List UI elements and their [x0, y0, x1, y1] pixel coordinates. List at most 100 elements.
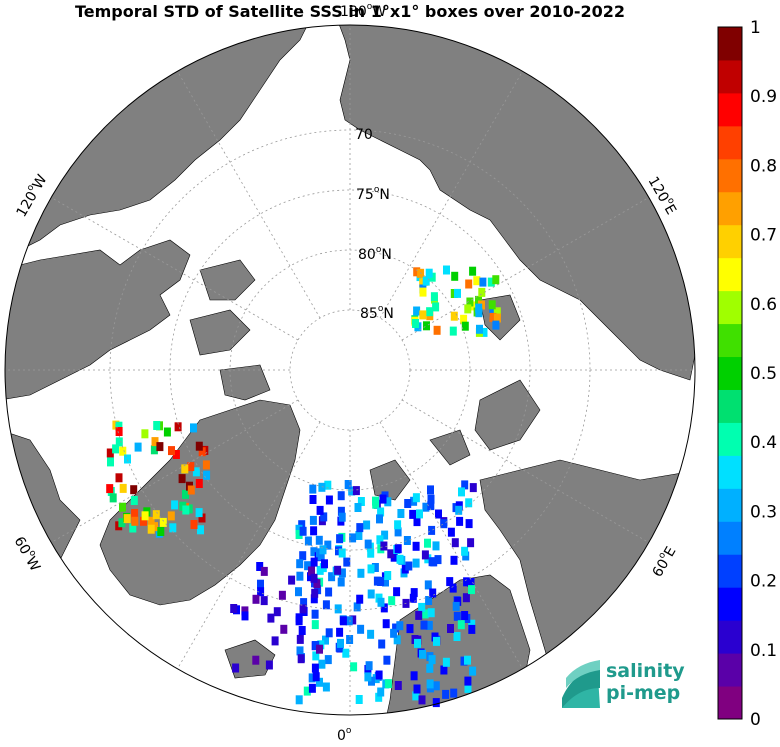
std-box [367, 564, 375, 574]
std-box [428, 557, 436, 567]
std-box [300, 598, 308, 608]
std-box [273, 607, 281, 617]
std-box [352, 486, 360, 496]
lat-label-75: 75oN [356, 185, 390, 203]
std-box [241, 611, 249, 621]
std-box [424, 580, 432, 590]
std-box [343, 557, 351, 567]
std-box [430, 292, 438, 302]
std-box [299, 551, 307, 561]
std-box [141, 429, 149, 439]
std-box [203, 470, 211, 480]
std-box [299, 526, 307, 536]
colorbar-block [718, 323, 742, 358]
std-box [380, 603, 388, 613]
std-box [476, 324, 483, 334]
std-box [462, 593, 470, 603]
std-box [322, 600, 330, 610]
colorbar-tick-label: 1 [750, 18, 761, 38]
std-box [355, 531, 363, 540]
std-box [345, 616, 353, 626]
std-box [267, 613, 275, 623]
std-box [295, 530, 303, 539]
std-box [427, 608, 435, 618]
std-box [296, 571, 304, 581]
std-box [257, 587, 265, 597]
std-box [310, 526, 318, 536]
std-box [440, 519, 448, 529]
colorbar-ticks: 1 0.9 0.8 0.7 0.6 0.5 0.4 0.3 0.2 0.1 0 [750, 18, 777, 730]
colorbar-block [718, 686, 742, 720]
std-box [464, 676, 472, 686]
std-box [475, 303, 483, 313]
std-box [159, 517, 167, 527]
std-box [131, 509, 139, 518]
std-box [124, 454, 131, 464]
std-box [433, 325, 441, 335]
std-box [241, 606, 249, 616]
std-box [423, 321, 430, 331]
lat-label-80: 80oN [358, 245, 392, 263]
std-box [278, 590, 286, 600]
std-box [461, 321, 469, 331]
colorbar-block [718, 27, 742, 61]
std-box [318, 482, 326, 492]
std-box [412, 493, 420, 503]
std-box [171, 500, 179, 510]
std-box [425, 620, 433, 630]
std-box [409, 509, 417, 519]
std-box [337, 491, 345, 501]
std-box [372, 496, 379, 506]
std-box [458, 487, 465, 497]
logo-text-salinity: salinity [606, 660, 685, 682]
std-box [424, 538, 431, 548]
std-box [384, 679, 392, 689]
std-box [364, 539, 372, 549]
std-box [378, 639, 386, 649]
std-box [115, 473, 123, 483]
std-box [413, 267, 421, 277]
std-box [450, 555, 458, 565]
std-box [390, 628, 398, 638]
std-box [181, 464, 189, 474]
std-box [475, 308, 483, 318]
std-data-patches [106, 265, 501, 708]
std-box [421, 609, 429, 619]
std-box [350, 662, 358, 672]
std-box [465, 498, 473, 508]
std-box [467, 538, 475, 548]
land-island-1 [199, 259, 256, 301]
std-box [344, 480, 352, 489]
std-box [338, 548, 346, 558]
std-box [410, 588, 418, 598]
std-box [312, 672, 320, 682]
land-svalbard [369, 459, 411, 501]
std-box [337, 638, 344, 648]
std-box [432, 302, 440, 312]
std-box [298, 520, 306, 530]
colorbar-tick-label: 0.3 [750, 502, 777, 522]
std-box [190, 423, 197, 433]
std-box [336, 627, 344, 637]
std-box [492, 320, 500, 330]
std-box [418, 602, 426, 612]
std-box [349, 533, 357, 543]
std-box [432, 681, 440, 691]
std-box [198, 513, 206, 523]
std-box [475, 295, 482, 305]
std-box [316, 505, 324, 515]
std-box [450, 311, 458, 321]
logo-mark-icon [562, 660, 600, 708]
std-box [322, 635, 329, 645]
std-box [381, 530, 389, 540]
std-box [356, 594, 364, 604]
std-box [309, 515, 317, 525]
std-box [357, 497, 365, 506]
std-box [443, 265, 450, 275]
std-box [311, 620, 319, 630]
std-box [456, 516, 464, 526]
std-box [334, 604, 342, 614]
std-box [394, 544, 402, 554]
std-box [375, 670, 383, 680]
